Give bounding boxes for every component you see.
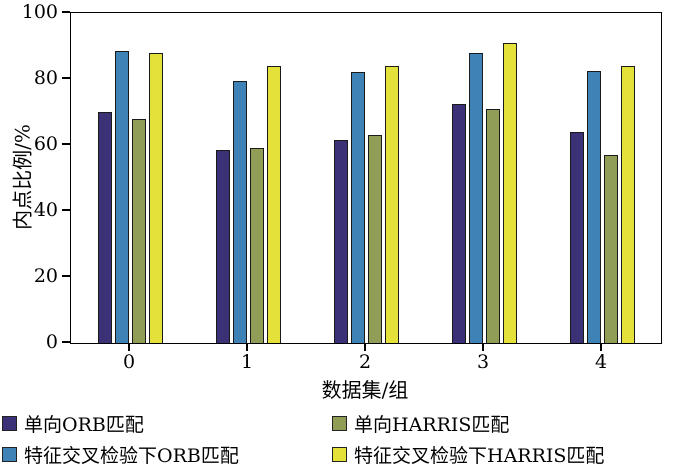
y-tick-label: 100 [21,1,58,23]
bar-group2-series0 [333,140,348,343]
y-tick-mark [62,11,70,13]
legend-label: 单向ORB匹配 [24,414,144,436]
bar-group1-series1 [232,80,247,343]
legend-label: 特征交叉检验下ORB匹配 [24,445,239,467]
x-tick-mark [246,344,248,351]
bar-group2-series3 [384,65,399,343]
legend-item-series3: 特征交叉检验下HARRIS匹配 [332,441,700,468]
x-tick-mark [482,344,484,351]
y-tick-mark [62,341,70,343]
x-tick-label: 3 [476,351,490,373]
bar-group2-series1 [350,72,365,343]
bar-group3-series2 [485,108,500,343]
x-tick-mark [364,344,366,351]
legend-item-series1: 特征交叉检验下ORB匹配 [2,441,332,468]
x-axis-title: 数据集/组 [321,378,409,402]
bar-group0-series0 [97,112,112,343]
bar-group0-series2 [131,118,146,343]
legend-label: 特征交叉检验下HARRIS匹配 [354,445,605,467]
legend-item-series2: 单向HARRIS匹配 [332,410,700,437]
bar-group0-series1 [114,50,129,343]
bar-group0-series3 [148,52,163,343]
bar-group4-series1 [586,70,601,343]
y-tick-mark [62,209,70,211]
x-tick-label: 4 [594,351,608,373]
y-tick-mark [62,143,70,145]
legend-swatch-icon [2,447,17,462]
bar-group1-series3 [266,65,281,343]
y-tick-mark [62,275,70,277]
bar-group2-series2 [367,135,382,343]
y-tick-label: 0 [45,331,58,353]
bar-group4-series0 [569,131,584,343]
legend-swatch-icon [332,416,347,431]
bar-group1-series2 [249,148,264,343]
plot-area [70,12,662,344]
legend-item-series0: 单向ORB匹配 [2,410,332,437]
legend-swatch-icon [332,447,347,462]
legend: 单向ORB匹配 单向HARRIS匹配特征交叉检验下ORB匹配 特征交叉检验下HARR… [2,408,700,470]
bar-group1-series0 [215,149,230,343]
bar-group4-series3 [620,65,635,343]
x-tick-label: 0 [122,351,136,373]
bar-group3-series0 [451,103,466,343]
bar-group3-series3 [502,42,517,343]
y-tick-label: 60 [33,133,58,155]
x-tick-mark [600,344,602,351]
y-tick-label: 40 [33,199,58,221]
x-tick-label: 2 [358,351,372,373]
bar-group3-series1 [468,52,483,343]
legend-label: 单向HARRIS匹配 [354,414,510,436]
y-tick-label: 20 [33,265,58,287]
y-tick-mark [62,77,70,79]
y-tick-label: 80 [33,67,58,89]
x-tick-mark [128,344,130,351]
legend-swatch-icon [2,416,17,431]
x-tick-label: 1 [240,351,254,373]
bar-group4-series2 [603,154,618,343]
